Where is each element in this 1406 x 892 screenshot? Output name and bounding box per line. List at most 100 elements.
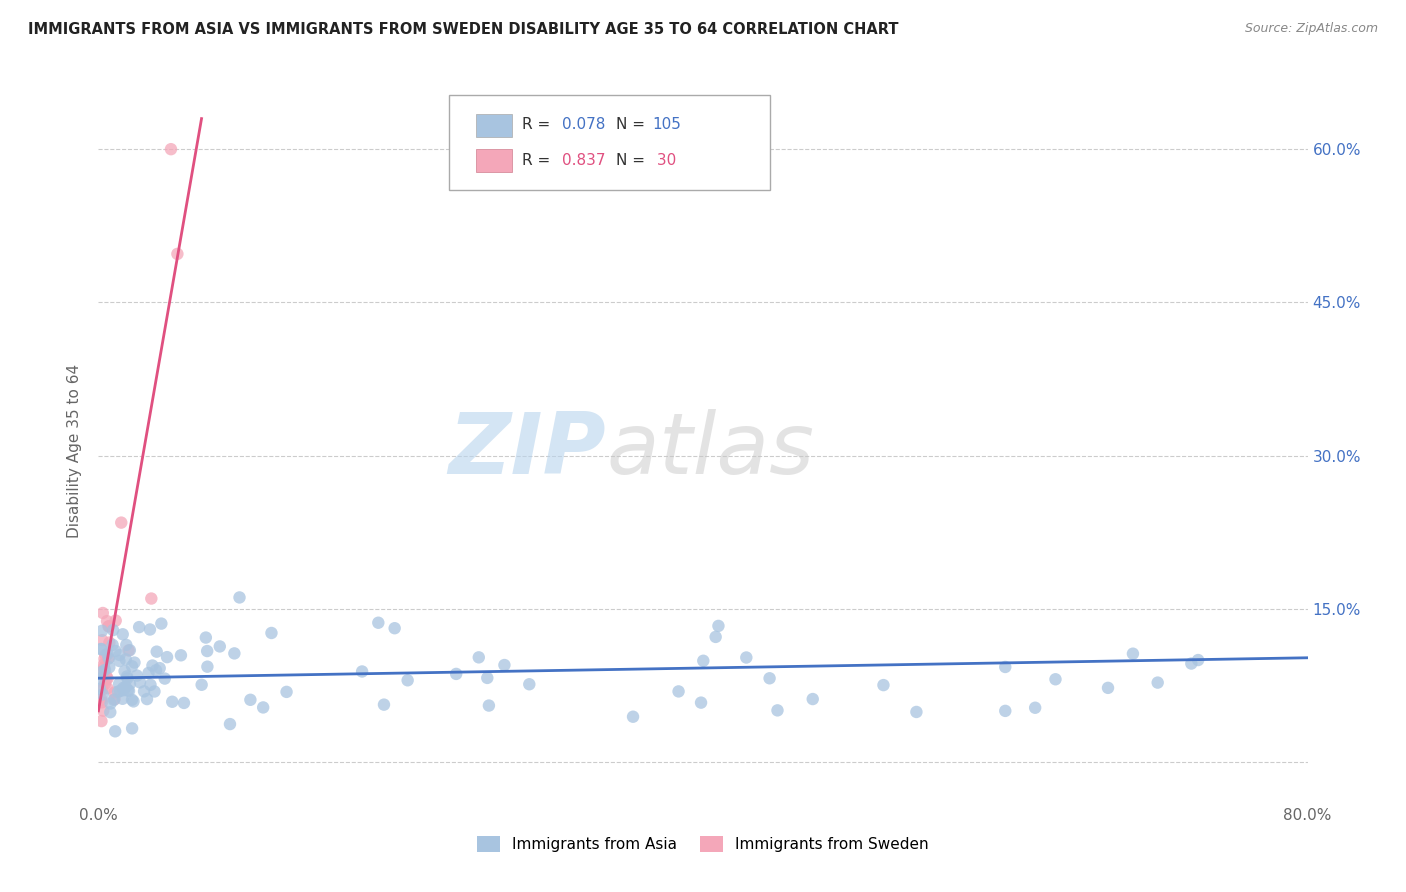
Point	[132, 684, 155, 698]
Point	[224, 647, 246, 661]
Point	[872, 678, 894, 692]
Point	[117, 672, 139, 686]
Point	[801, 692, 824, 706]
Point	[1187, 653, 1209, 667]
Point	[766, 703, 789, 717]
Point	[103, 692, 125, 706]
Point	[103, 693, 125, 707]
Point	[352, 665, 374, 679]
Point	[107, 685, 129, 699]
Point	[94, 673, 117, 687]
Point	[208, 640, 231, 654]
Text: 30: 30	[652, 153, 676, 168]
Point	[125, 668, 148, 682]
Point	[170, 648, 193, 663]
Point	[90, 642, 112, 657]
Point	[494, 658, 516, 673]
Point	[141, 591, 163, 606]
Point	[621, 710, 644, 724]
Point	[114, 680, 136, 694]
Point	[141, 658, 163, 673]
Text: IMMIGRANTS FROM ASIA VS IMMIGRANTS FROM SWEDEN DISABILITY AGE 35 TO 64 CORRELATI: IMMIGRANTS FROM ASIA VS IMMIGRANTS FROM …	[28, 22, 898, 37]
Point	[114, 664, 136, 678]
Point	[276, 685, 298, 699]
Point	[145, 645, 167, 659]
Point	[98, 635, 121, 649]
Point	[94, 648, 117, 662]
Point	[384, 621, 406, 635]
Point	[121, 722, 143, 736]
Point	[239, 693, 262, 707]
Point	[150, 616, 173, 631]
Point	[905, 705, 928, 719]
Point	[111, 627, 134, 641]
Text: Source: ZipAtlas.com: Source: ZipAtlas.com	[1244, 22, 1378, 36]
FancyBboxPatch shape	[475, 113, 512, 136]
Point	[994, 704, 1017, 718]
Point	[228, 591, 250, 605]
Point	[138, 665, 160, 680]
Point	[156, 650, 179, 665]
Point	[96, 672, 118, 686]
Point	[195, 644, 218, 658]
Text: ZIP: ZIP	[449, 409, 606, 492]
Point	[145, 663, 167, 677]
Point	[108, 683, 131, 698]
Point	[111, 691, 134, 706]
Point	[91, 633, 114, 648]
Point	[108, 677, 131, 691]
Point	[97, 619, 120, 633]
Text: atlas: atlas	[606, 409, 814, 492]
Point	[89, 672, 111, 686]
Point	[114, 652, 136, 666]
Text: N =: N =	[616, 118, 650, 132]
Point	[190, 678, 212, 692]
Point	[89, 681, 111, 696]
Point	[104, 644, 127, 658]
Point	[90, 665, 112, 679]
Point	[115, 638, 138, 652]
FancyBboxPatch shape	[449, 95, 769, 190]
Point	[1024, 700, 1046, 714]
Point	[108, 648, 131, 662]
Point	[118, 684, 141, 698]
Text: 0.078: 0.078	[561, 118, 605, 132]
Point	[197, 659, 219, 673]
Point	[98, 705, 121, 719]
Point	[97, 651, 120, 665]
Point	[128, 620, 150, 634]
Legend: Immigrants from Asia, Immigrants from Sweden: Immigrants from Asia, Immigrants from Sw…	[471, 830, 935, 859]
Point	[367, 615, 389, 630]
Point	[1146, 675, 1168, 690]
Point	[468, 650, 491, 665]
Point	[166, 247, 188, 261]
Point	[758, 671, 780, 685]
Point	[91, 688, 114, 702]
Point	[91, 624, 114, 638]
Point	[994, 660, 1017, 674]
Point	[477, 671, 499, 685]
Point	[122, 694, 145, 708]
Point	[90, 665, 112, 680]
Point	[692, 654, 714, 668]
Y-axis label: Disability Age 35 to 64: Disability Age 35 to 64	[67, 363, 83, 538]
Point	[121, 659, 143, 673]
Point	[136, 692, 159, 706]
Point	[173, 696, 195, 710]
Point	[396, 673, 419, 688]
Point	[98, 619, 121, 633]
Point	[100, 697, 122, 711]
Point	[444, 667, 467, 681]
Text: R =: R =	[522, 118, 555, 132]
Point	[108, 654, 131, 668]
Point	[117, 643, 139, 657]
Point	[117, 683, 139, 698]
Point	[139, 623, 162, 637]
Point	[94, 677, 117, 691]
Point	[129, 675, 152, 690]
Point	[162, 695, 184, 709]
Point	[98, 660, 121, 674]
Point	[112, 681, 135, 695]
Text: R =: R =	[522, 153, 555, 168]
FancyBboxPatch shape	[475, 149, 512, 172]
